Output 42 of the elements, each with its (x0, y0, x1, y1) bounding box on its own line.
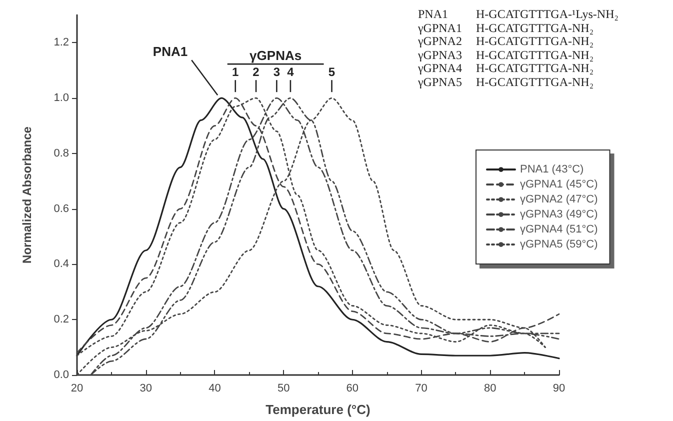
legend-label: γGPNA3 (49°C) (520, 208, 598, 220)
y-tick-label: 1.0 (54, 92, 69, 104)
annotation: γGPNA4 (418, 61, 463, 76)
legend-label: γGPNA1 (45°C) (520, 178, 598, 190)
annotation: PNA1 (152, 44, 188, 60)
annotation: H-GCATGTTTGA-NH₂ (476, 34, 594, 48)
annotation: H-GCATGTTTGA-NH₂ (476, 20, 594, 35)
annotation: 3 (273, 65, 280, 80)
annotation: 5 (328, 65, 336, 80)
y-tick-label: 0.6 (54, 202, 69, 215)
annotation: H-GCATGTTTGA-NH₂ (476, 74, 594, 89)
annotation: H-GCATGTTTGA-NH₂ (476, 61, 594, 76)
annotation: 2 (252, 65, 260, 80)
annotation: PNA1 (418, 7, 450, 22)
x-tick-label: 30 (140, 382, 152, 394)
legend-label: γGPNA5 (59°C) (520, 238, 598, 250)
y-tick-label: 0.4 (54, 258, 69, 270)
annotation: H-GCATGTTTGA-¹Lys-NH₂ (476, 7, 618, 22)
annotation: γGPNA3 (418, 48, 463, 62)
x-tick-label: 90 (552, 382, 566, 394)
y-tick-label: 0.0 (54, 369, 69, 381)
legend-label: γGPNA4 (51°C) (520, 224, 598, 236)
y-tick-label: 0.8 (54, 147, 69, 160)
x-tick-label: 50 (277, 382, 290, 394)
annotation: γGPNA5 (418, 74, 463, 89)
y-axis-title: Normalized Absorbance (20, 126, 34, 264)
legend-label: γGPNA2 (47°C) (520, 194, 598, 206)
x-tick-label: 40 (208, 382, 221, 394)
x-tick-label: 70 (415, 382, 428, 394)
y-tick-label: 1.2 (54, 36, 69, 49)
x-tick-label: 80 (484, 382, 496, 394)
annotation: H-GCATGTTTGA-NH₂ (476, 48, 594, 62)
annotation: γGPNAs (250, 48, 302, 64)
annotation: γGPNA2 (418, 34, 463, 48)
annotation: 4 (287, 65, 294, 80)
annotation: γGPNA1 (418, 20, 463, 35)
x-axis-title: Temperature (°C) (266, 402, 370, 417)
legend-label: PNA1 (43°C) (520, 164, 584, 176)
x-tick-label: 60 (346, 382, 359, 394)
y-tick-label: 0.2 (54, 314, 69, 326)
annotation: 1 (232, 65, 240, 80)
x-tick-label: 20 (70, 382, 84, 394)
